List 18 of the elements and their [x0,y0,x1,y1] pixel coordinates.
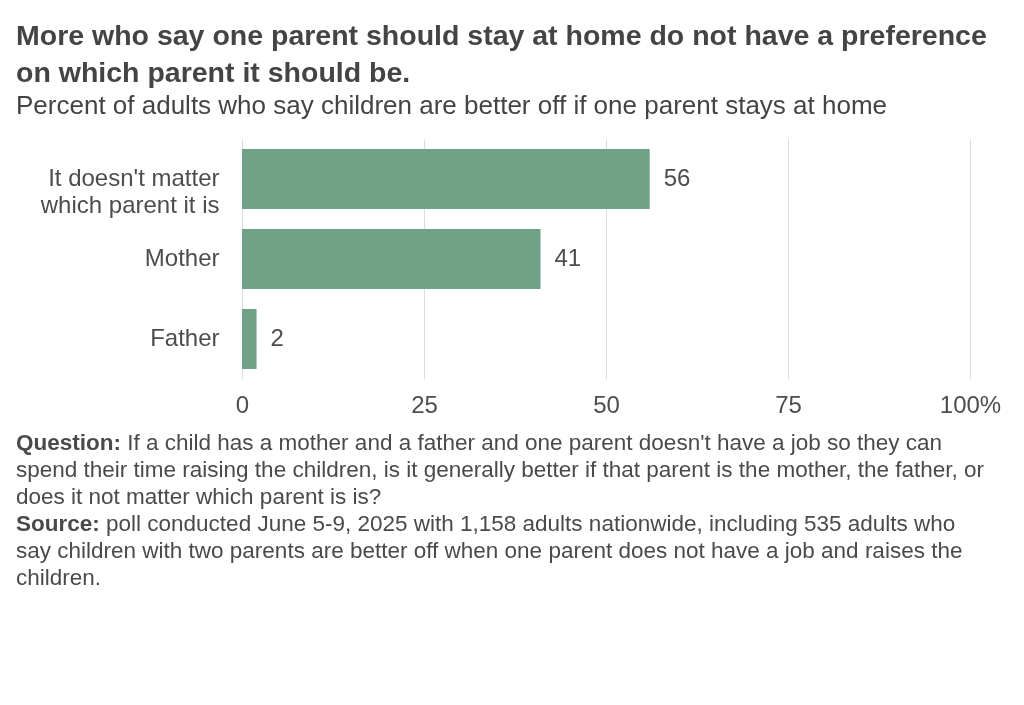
y-tick-label: Mother [144,244,220,271]
chart-title: More who say one parent should stay at home do not have a preference on which parent it should be. [16,18,988,90]
bar [242,229,541,289]
x-tick-label: 25 [411,390,438,418]
data-label: 2 [270,324,284,351]
source-note: Source: poll conducted June 5-9, 2025 with 1,158 adults nationwide, including 535 adults who say children with two parents are better off when one parent does not have a job and raises the children. [16,510,964,591]
x-tick-label: 100% [939,390,1002,418]
data-label: 41 [554,244,582,271]
x-tick-label: 75 [775,390,802,418]
bar [242,149,650,209]
chart-subtitle: Percent of adults who say children are better off if one parent stays at home [16,90,888,120]
y-tick-label: It doesn't matter which parent it is [39,164,220,218]
y-tick-label: Father [150,324,220,351]
x-tick-label: 0 [235,390,250,418]
bar [242,309,257,369]
data-label: 56 [663,164,691,191]
x-tick-label: 50 [593,390,620,418]
text: Question: If a child has a mother and a father and one parent doesn't have a job so they can spend their time raising the children, is it generally better if that parent is the mother, the father, or does it not matter which parent is is? [16,429,986,510]
